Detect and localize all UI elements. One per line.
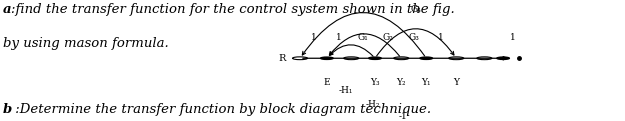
Text: b: b [3, 102, 12, 116]
Text: Y₁: Y₁ [421, 78, 431, 87]
Text: a: a [3, 4, 12, 16]
Text: E: E [324, 78, 330, 87]
Text: R: R [279, 54, 286, 63]
Text: G₁: G₁ [357, 33, 369, 42]
Circle shape [321, 57, 333, 59]
Circle shape [369, 57, 381, 59]
Text: 1: 1 [336, 33, 342, 42]
Text: 1: 1 [438, 33, 444, 42]
Text: Y₂: Y₂ [396, 78, 406, 87]
Text: -1: -1 [399, 112, 408, 121]
Text: G₂: G₂ [382, 33, 394, 42]
Text: -H₂: -H₂ [365, 100, 380, 109]
Circle shape [420, 57, 432, 59]
Text: Y: Y [453, 78, 459, 87]
Circle shape [497, 57, 509, 59]
Text: Y₃: Y₃ [370, 78, 380, 87]
Text: by using mason formula.: by using mason formula. [3, 37, 169, 50]
Text: 1: 1 [311, 33, 316, 42]
Text: G₄: G₄ [411, 5, 422, 14]
Text: 1: 1 [509, 33, 516, 42]
Text: :Determine the transfer function by block diagram technique.: :Determine the transfer function by bloc… [11, 102, 431, 116]
Text: :find the transfer function for the control system shown in the fig.: :find the transfer function for the cont… [11, 4, 455, 16]
Text: -H₁: -H₁ [339, 86, 353, 95]
Text: G₃: G₃ [408, 33, 419, 42]
